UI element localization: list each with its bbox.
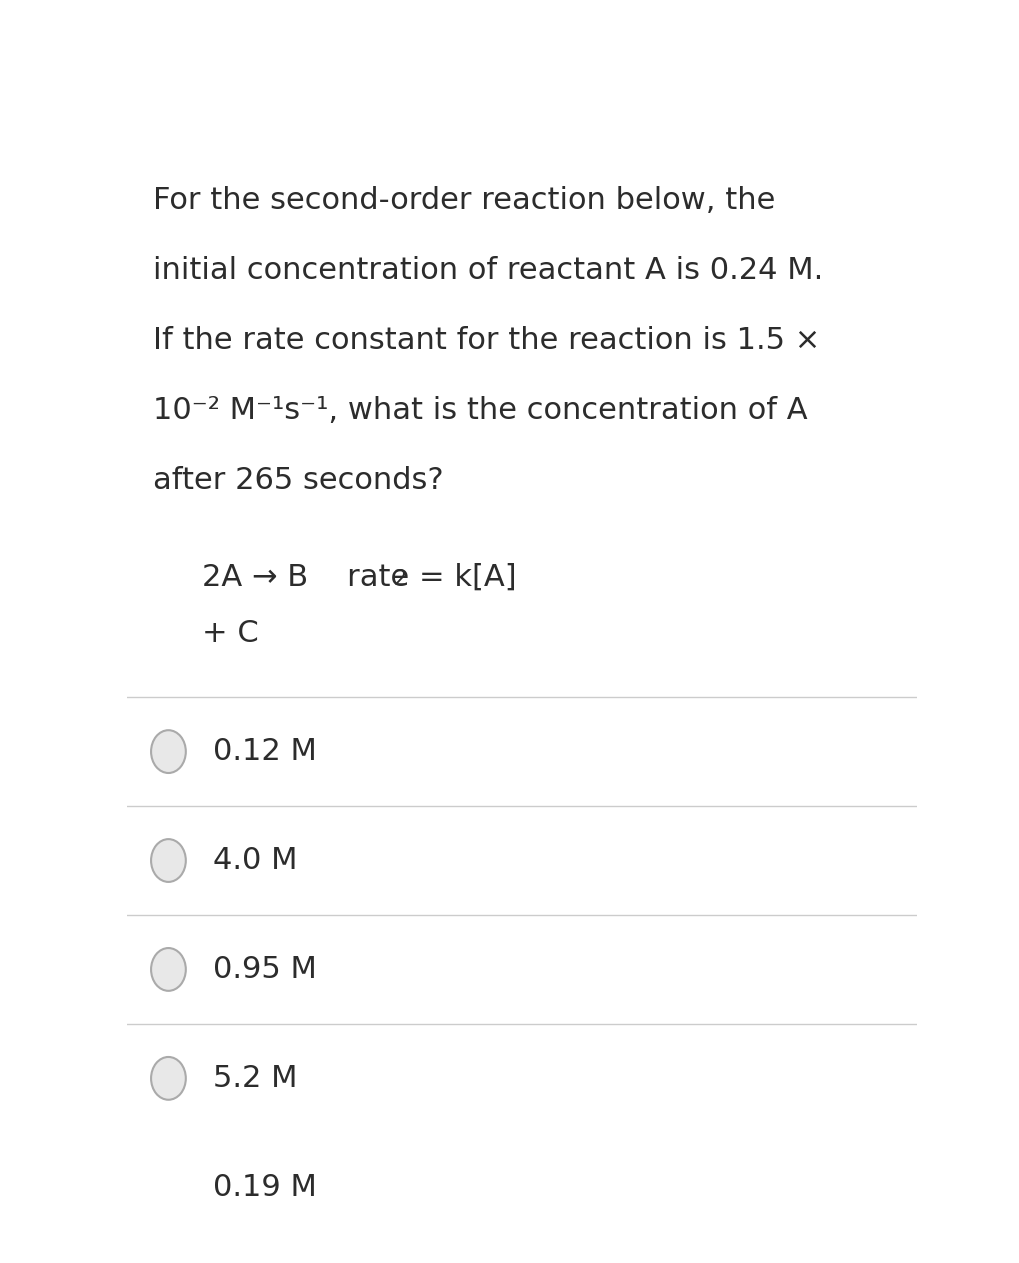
Circle shape [151,949,185,991]
Text: after 265 seconds?: after 265 seconds? [154,466,444,495]
Text: 0.19 M: 0.19 M [213,1173,317,1202]
Text: 4.0 M: 4.0 M [213,846,298,875]
Text: initial concentration of reactant A is 0.24 M.: initial concentration of reactant A is 0… [154,255,823,284]
Text: 0.12 M: 0.12 M [213,738,317,767]
Circle shape [151,1057,185,1100]
Circle shape [151,1166,185,1209]
Text: 5.2 M: 5.2 M [213,1063,298,1092]
Text: 10⁻² M⁻¹s⁻¹, what is the concentration of A: 10⁻² M⁻¹s⁻¹, what is the concentration o… [154,395,808,424]
Text: + C: + C [203,619,259,648]
Circle shape [151,839,185,882]
Text: 2: 2 [393,568,407,589]
Text: 2A → B    rate = k[A]: 2A → B rate = k[A] [203,563,517,592]
Text: For the second-order reaction below, the: For the second-order reaction below, the [154,186,775,215]
Circle shape [151,730,185,773]
Text: If the rate constant for the reaction is 1.5 ×: If the rate constant for the reaction is… [154,326,820,355]
Text: 0.95 M: 0.95 M [213,955,317,984]
